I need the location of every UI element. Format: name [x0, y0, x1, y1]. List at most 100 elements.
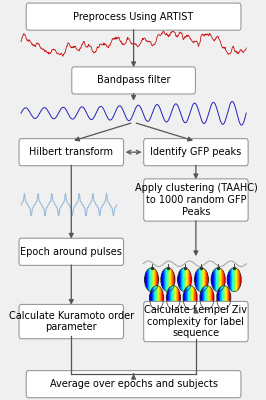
Polygon shape	[196, 271, 197, 288]
FancyBboxPatch shape	[26, 3, 241, 30]
Polygon shape	[190, 286, 191, 310]
Polygon shape	[232, 268, 233, 291]
Polygon shape	[168, 289, 169, 306]
Polygon shape	[193, 287, 194, 308]
Polygon shape	[186, 268, 187, 291]
Polygon shape	[187, 286, 188, 309]
Polygon shape	[240, 274, 241, 286]
FancyBboxPatch shape	[144, 139, 248, 166]
Polygon shape	[154, 269, 155, 291]
Polygon shape	[146, 272, 147, 288]
Polygon shape	[151, 268, 152, 292]
Polygon shape	[148, 269, 149, 290]
Polygon shape	[202, 268, 203, 292]
Polygon shape	[190, 273, 191, 286]
Polygon shape	[192, 286, 193, 309]
Polygon shape	[195, 290, 196, 306]
Polygon shape	[174, 286, 175, 310]
Polygon shape	[204, 286, 205, 309]
Polygon shape	[147, 270, 148, 290]
Polygon shape	[224, 286, 225, 310]
FancyBboxPatch shape	[72, 67, 196, 94]
Polygon shape	[173, 272, 174, 287]
Polygon shape	[218, 290, 219, 306]
Polygon shape	[239, 272, 240, 288]
Polygon shape	[177, 288, 178, 308]
Polygon shape	[194, 288, 195, 307]
Polygon shape	[155, 270, 156, 290]
Polygon shape	[235, 268, 236, 292]
Polygon shape	[227, 288, 228, 308]
Polygon shape	[184, 268, 185, 292]
Polygon shape	[174, 275, 175, 284]
Polygon shape	[223, 272, 224, 288]
Polygon shape	[233, 268, 234, 292]
Polygon shape	[223, 286, 224, 310]
Text: Bandpass filter: Bandpass filter	[97, 76, 170, 86]
Polygon shape	[212, 290, 213, 305]
Text: Calculate Kuramoto order
parameter: Calculate Kuramoto order parameter	[9, 311, 134, 332]
Polygon shape	[185, 288, 186, 307]
Polygon shape	[153, 287, 154, 308]
Polygon shape	[159, 286, 160, 309]
Polygon shape	[206, 272, 207, 288]
Polygon shape	[202, 288, 203, 307]
Polygon shape	[172, 286, 173, 310]
FancyBboxPatch shape	[26, 371, 241, 398]
Polygon shape	[203, 287, 204, 308]
Polygon shape	[217, 292, 218, 304]
Polygon shape	[214, 270, 215, 290]
Polygon shape	[150, 268, 151, 292]
Polygon shape	[188, 270, 189, 290]
Text: Epoch around pulses: Epoch around pulses	[20, 247, 122, 257]
Polygon shape	[237, 269, 238, 290]
Polygon shape	[181, 269, 182, 290]
Polygon shape	[201, 268, 202, 292]
Polygon shape	[162, 291, 163, 304]
Polygon shape	[208, 277, 209, 282]
Polygon shape	[222, 286, 223, 310]
Polygon shape	[158, 286, 159, 309]
Polygon shape	[160, 288, 161, 308]
Polygon shape	[218, 268, 219, 292]
Polygon shape	[209, 286, 210, 309]
Polygon shape	[210, 288, 211, 308]
Polygon shape	[196, 292, 197, 304]
Polygon shape	[189, 271, 190, 288]
Polygon shape	[188, 286, 189, 309]
Polygon shape	[206, 286, 207, 310]
Polygon shape	[194, 275, 195, 284]
Polygon shape	[230, 270, 231, 290]
Polygon shape	[179, 291, 180, 304]
Polygon shape	[236, 268, 237, 291]
Polygon shape	[224, 274, 225, 286]
Polygon shape	[229, 271, 230, 288]
Polygon shape	[189, 286, 190, 310]
Polygon shape	[183, 293, 184, 302]
Polygon shape	[167, 291, 168, 304]
Polygon shape	[182, 268, 183, 291]
Text: Average over epochs and subjects: Average over epochs and subjects	[49, 379, 218, 389]
Polygon shape	[161, 289, 162, 306]
Polygon shape	[163, 295, 164, 300]
Polygon shape	[208, 286, 209, 309]
Polygon shape	[184, 290, 185, 305]
Polygon shape	[173, 286, 174, 310]
Polygon shape	[219, 268, 220, 292]
Polygon shape	[157, 273, 158, 286]
Polygon shape	[234, 268, 235, 292]
Polygon shape	[228, 289, 229, 306]
Polygon shape	[145, 274, 146, 286]
Polygon shape	[227, 275, 228, 284]
Polygon shape	[207, 286, 208, 310]
Polygon shape	[217, 268, 218, 292]
Polygon shape	[229, 290, 230, 305]
Polygon shape	[149, 295, 150, 300]
Polygon shape	[150, 292, 151, 304]
Polygon shape	[156, 271, 157, 288]
Polygon shape	[221, 286, 222, 309]
Polygon shape	[195, 273, 196, 286]
Polygon shape	[158, 277, 159, 282]
Polygon shape	[220, 287, 221, 308]
Polygon shape	[166, 268, 167, 291]
